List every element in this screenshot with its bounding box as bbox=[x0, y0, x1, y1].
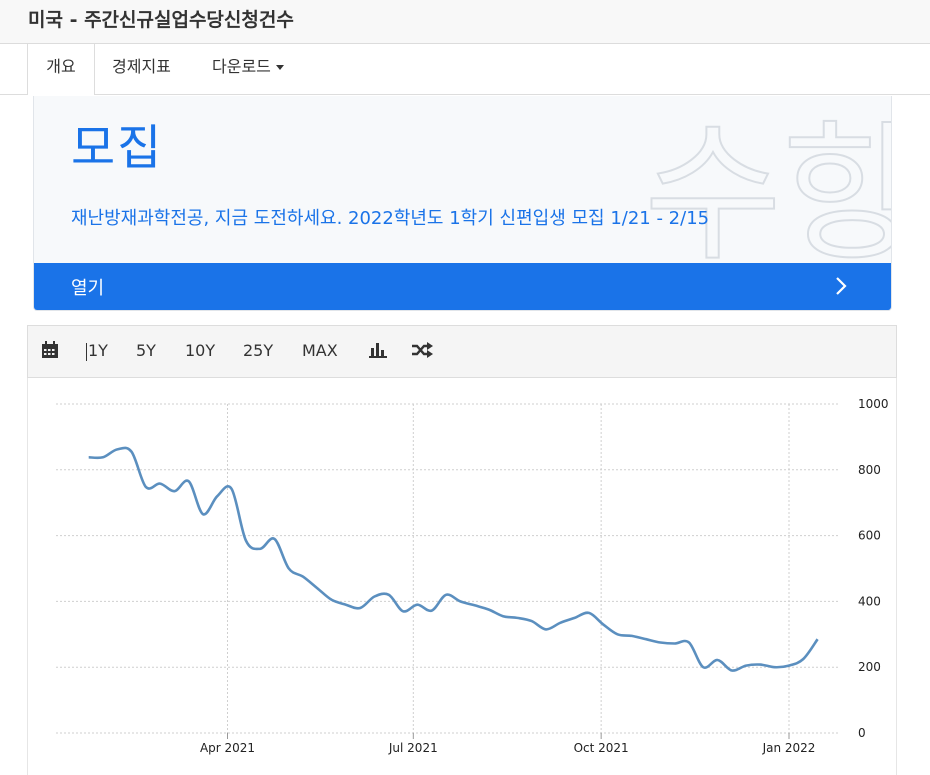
x-tick-label: Jan 2022 bbox=[762, 741, 816, 755]
ad-card[interactable]: 수항 모집 재난방재과학전공, 지금 도전하세요. 2022학년도 1학기 신편… bbox=[33, 96, 892, 311]
y-tick-label: 200 bbox=[858, 660, 881, 674]
line-chart: 0 200 400 600 800 1000 Apr 2021 Jul 2021 Oct 202… bbox=[56, 397, 889, 755]
x-tick-label: Oct 2021 bbox=[574, 741, 629, 755]
shuffle-icon[interactable] bbox=[411, 342, 433, 362]
ad-body-text: 재난방재과학전공, 지금 도전하세요. 2022학년도 1학기 신편입생 모집 … bbox=[71, 208, 710, 229]
tab-bar: 개요 경제지표 다운로드 bbox=[0, 44, 930, 95]
chevron-right-icon bbox=[834, 276, 848, 300]
series-line bbox=[88, 446, 819, 672]
y-tick-label: 0 bbox=[858, 726, 866, 740]
x-tick-label: Jul 2021 bbox=[388, 741, 438, 755]
tab-overview[interactable]: 개요 bbox=[27, 44, 95, 95]
calendar-icon[interactable] bbox=[41, 341, 59, 363]
tab-economic-indicators[interactable]: 경제지표 bbox=[112, 57, 171, 76]
y-tick-label: 400 bbox=[858, 594, 881, 608]
chart-area: 0 200 400 600 800 1000 Apr 2021 Jul 2021 Oct 202… bbox=[27, 378, 897, 775]
caret-down-icon bbox=[275, 65, 284, 70]
y-tick-label: 1000 bbox=[858, 397, 889, 411]
range-1y-label: 1Y bbox=[88, 341, 108, 360]
y-tick-label: 800 bbox=[858, 463, 881, 477]
range-max-button[interactable]: MAX bbox=[302, 341, 338, 360]
ad-title: 모집 bbox=[71, 120, 164, 176]
range-5y-button[interactable]: 5Y bbox=[136, 341, 156, 360]
ad-open-button[interactable]: 열기 bbox=[34, 263, 891, 310]
chart-toolbar: 1Y 5Y 10Y 25Y MAX bbox=[27, 325, 897, 378]
bar-chart-icon[interactable] bbox=[369, 342, 387, 362]
page-title: 미국 - 주간신규실업수당신청건수 bbox=[28, 9, 294, 31]
tab-download[interactable]: 다운로드 bbox=[212, 44, 284, 94]
page-header: 미국 - 주간신규실업수당신청건수 bbox=[0, 0, 930, 44]
svg-text:수항: 수항 bbox=[644, 108, 892, 266]
x-tick-label: Apr 2021 bbox=[200, 741, 255, 755]
range-25y-button[interactable]: 25Y bbox=[243, 341, 274, 360]
tab-download-label: 다운로드 bbox=[212, 57, 271, 76]
range-1y-button[interactable]: 1Y bbox=[86, 341, 108, 361]
ad-watermark: 수항 bbox=[634, 96, 892, 266]
range-10y-button[interactable]: 10Y bbox=[185, 341, 216, 360]
y-tick-label: 600 bbox=[858, 529, 881, 543]
ad-open-label: 열기 bbox=[71, 278, 105, 299]
